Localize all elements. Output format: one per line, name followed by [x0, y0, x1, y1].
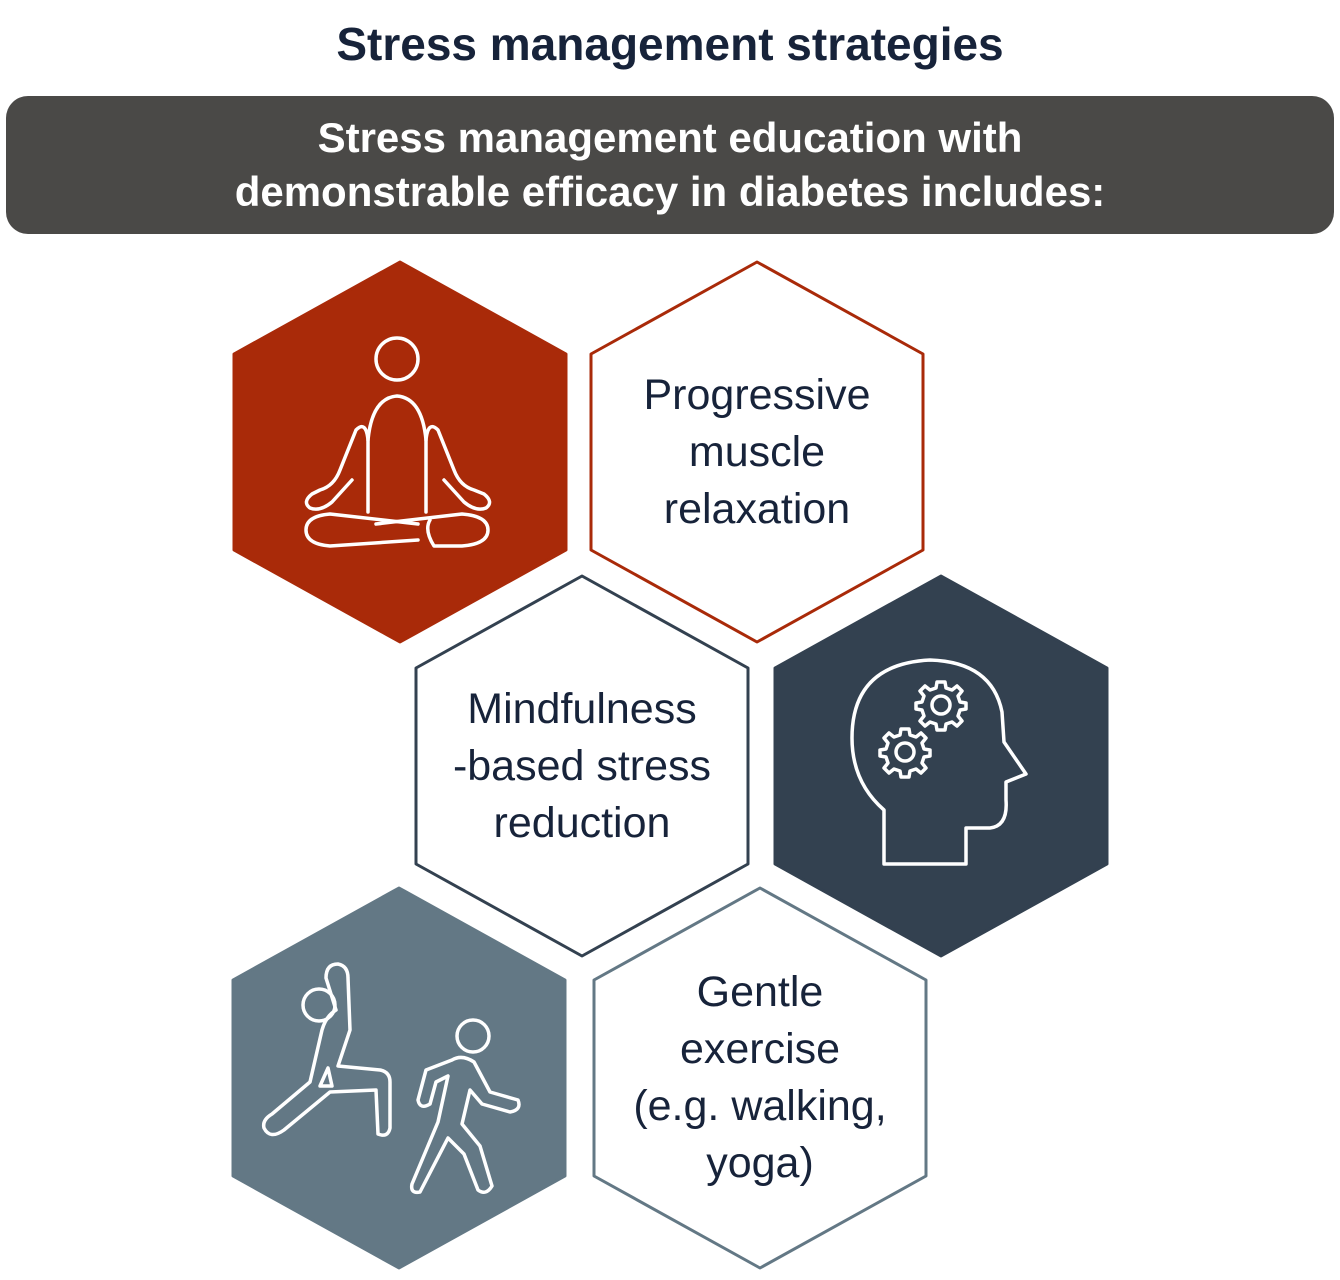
label-line: yoga) — [706, 1139, 814, 1187]
label-line: Gentle — [696, 968, 824, 1016]
gentle-exercise-label: Gentle exercise (e.g. walking, yoga) — [603, 960, 917, 1196]
lower-gear-icon — [878, 727, 932, 779]
label-line: (e.g. walking, — [633, 1082, 887, 1130]
meditation-hexagon — [232, 260, 568, 644]
page-title: Stress management strategies — [336, 18, 1004, 70]
meditation-icon — [304, 336, 492, 548]
head-gears-hexagon — [773, 574, 1109, 958]
label-line: Progressive — [643, 370, 871, 419]
label-line: -based stress — [452, 741, 712, 790]
label-line: relaxation — [663, 484, 851, 533]
banner-line-2: demonstrable efficacy in diabetes includ… — [234, 168, 1106, 215]
mindfulness-label: Mindfulness -based stress reduction — [425, 668, 739, 864]
exercise-hexagon — [231, 886, 567, 1270]
label-line: reduction — [493, 798, 671, 847]
gentle-exercise-hexagon — [592, 886, 928, 1270]
head-gears-icon — [850, 658, 1028, 866]
exercise-icon — [261, 962, 521, 1195]
banner-line-1: Stress management education with — [317, 114, 1023, 161]
progressive-relaxation-label: Progressive muscle relaxation — [600, 354, 914, 550]
label-line: muscle — [688, 427, 826, 476]
walking-figure-icon — [409, 1018, 521, 1195]
label-line: exercise — [679, 1025, 841, 1073]
mindfulness-hexagon — [414, 574, 750, 958]
intro-banner: Stress management education with demonst… — [6, 96, 1334, 234]
upper-gear-icon — [914, 680, 968, 732]
stretching-figure-icon — [261, 962, 392, 1137]
progressive-relaxation-hexagon — [589, 260, 925, 644]
label-line: Mindfulness — [467, 684, 697, 733]
